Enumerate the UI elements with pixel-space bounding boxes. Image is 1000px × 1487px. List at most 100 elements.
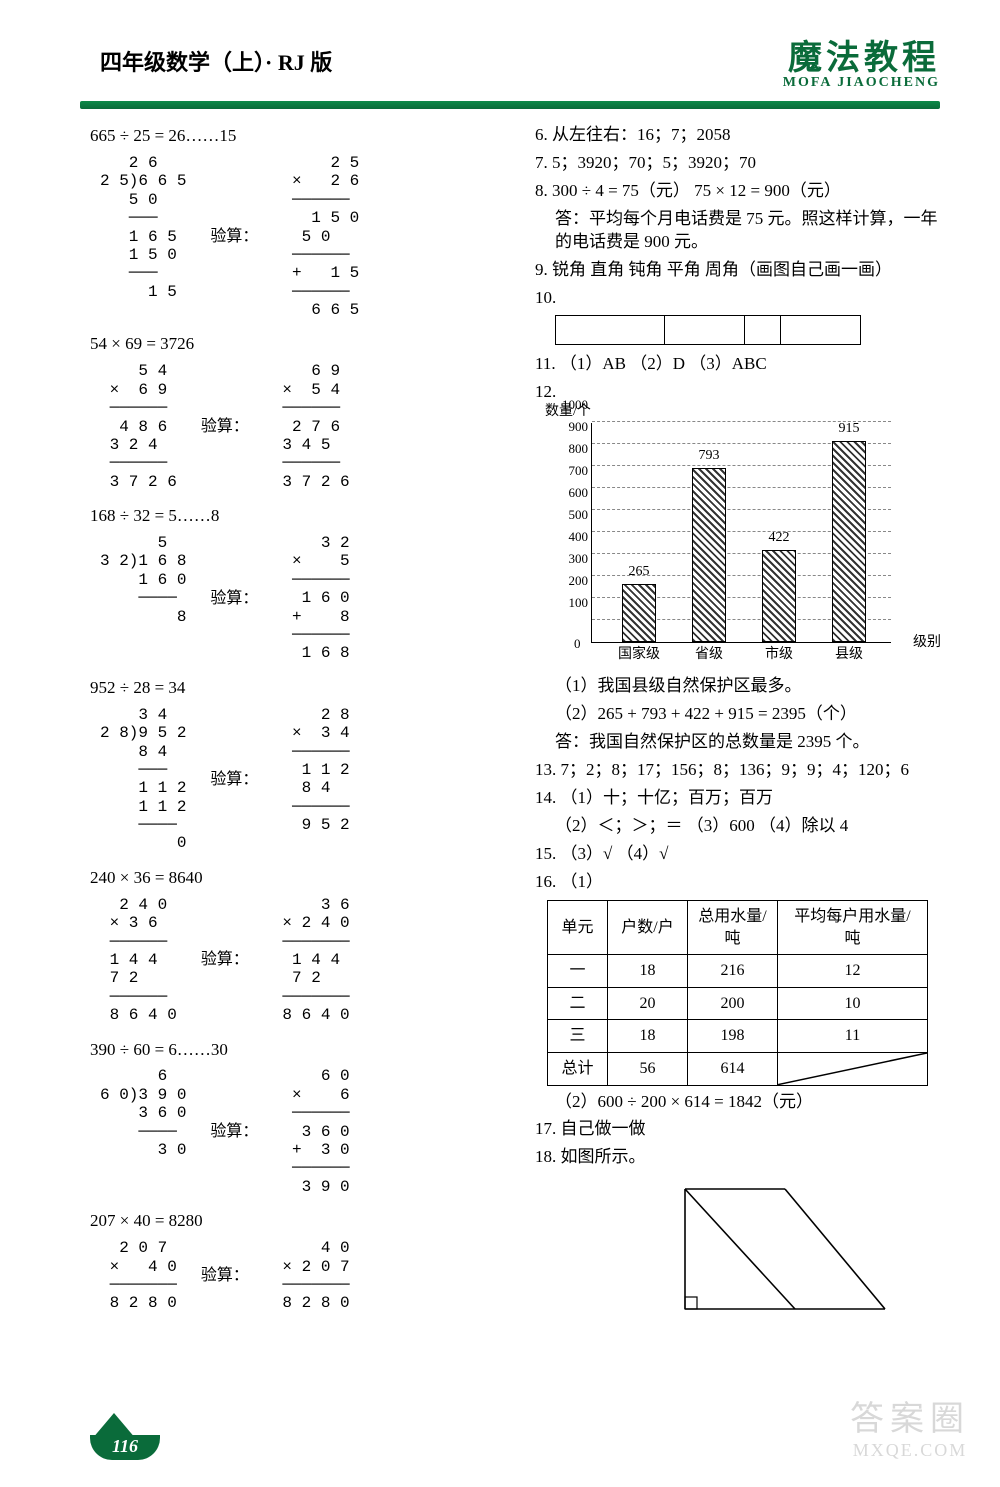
- chart-ytick: 1000: [548, 396, 588, 414]
- table-cell: 二: [548, 987, 608, 1020]
- longdiv-3: 5 3 2)1 6 8 1 6 0 ──── 8: [100, 534, 186, 626]
- right-column: 6. 从左往右：16；7；2058 7. 5；3920；70；5；3920；70…: [525, 119, 950, 1327]
- page-number: 116: [90, 1435, 160, 1460]
- q16-table: 单元户数/户总用水量/吨平均每户用水量/吨一1821612二2020010三18…: [547, 900, 928, 1086]
- mult-7: 2 0 7 × 4 0 ─────── 8 2 8 0: [100, 1239, 177, 1313]
- table-header: 平均每户用水量/吨: [778, 900, 928, 954]
- grade-title: 四年级数学（上）· RJ 版: [100, 45, 332, 77]
- eq-4: 952 ÷ 28 = 34: [90, 677, 505, 700]
- q14a: 14. （1）十；十亿；百万；百万: [535, 787, 950, 810]
- work-4: 3 4 2 8)9 5 2 8 4 ─── 1 1 2 1 1 2 ──── 0…: [100, 706, 505, 853]
- check-7: 4 0 × 2 0 7 ─────── 8 2 8 0: [273, 1239, 350, 1313]
- q18: 18. 如图所示。: [535, 1146, 950, 1169]
- check-1: 2 5 × 2 6 ────── 1 5 0 5 0 ────── + 1 5 …: [282, 154, 359, 320]
- table-cell: 216: [688, 955, 778, 988]
- work-3: 5 3 2)1 6 8 1 6 0 ──── 8 验算： 3 2 × 5 ───…: [100, 534, 505, 663]
- chart-xlabel: 级别: [913, 634, 941, 653]
- table-row: 总计56614: [548, 1052, 928, 1085]
- check-label-6: 验算：: [204, 1121, 264, 1143]
- divider-bar: [80, 101, 940, 109]
- chart-xcat: 县级: [824, 646, 874, 665]
- check-6: 6 0 × 6 ────── 3 6 0 + 3 0 ────── 3 9 0: [282, 1067, 349, 1196]
- q11: 11. （1）AB （2）D （3）ABC: [535, 353, 950, 376]
- chart-xcat: 市级: [754, 646, 804, 665]
- table-cell: 18: [608, 1020, 688, 1053]
- q6: 6. 从左往右：16；7；2058: [535, 124, 950, 147]
- table-cell: 11: [778, 1020, 928, 1053]
- check-label-4: 验算：: [204, 769, 264, 791]
- page-badge: 116: [90, 1413, 160, 1457]
- chart-plot: 0 级别 1002003004005006007008009001000265国…: [591, 423, 891, 643]
- longdiv-4: 3 4 2 8)9 5 2 8 4 ─── 1 1 2 1 1 2 ──── 0: [100, 706, 186, 853]
- check-label-5: 验算：: [195, 949, 255, 971]
- work-6: 6 6 0)3 9 0 3 6 0 ──── 3 0 验算： 6 0 × 6 ─…: [100, 1067, 505, 1196]
- check-label-1: 验算：: [204, 226, 264, 248]
- table-cell: [778, 1052, 928, 1085]
- chart-bar: [622, 584, 656, 642]
- table-cell: 一: [548, 955, 608, 988]
- chart-ytick: 400: [548, 528, 588, 546]
- chart-ytick: 500: [548, 506, 588, 524]
- check-5: 3 6 × 2 4 0 ─────── 1 4 4 7 2 ─────── 8 …: [273, 896, 350, 1025]
- check-label-2: 验算：: [195, 416, 255, 438]
- chart-xcat: 省级: [684, 646, 734, 665]
- q8-line1: 8. 300 ÷ 4 = 75（元） 75 × 12 = 900（元）: [535, 180, 950, 203]
- check-label-7: 验算：: [195, 1265, 255, 1287]
- eq-6: 390 ÷ 60 = 6……30: [90, 1039, 505, 1062]
- table-cell: 20: [608, 987, 688, 1020]
- watermark-url: MXQE.COM: [850, 1440, 970, 1461]
- q12-label: 12.: [535, 381, 950, 404]
- check-3: 3 2 × 5 ────── 1 6 0 + 8 ────── 1 6 8: [282, 534, 349, 663]
- table-row: 二2020010: [548, 987, 928, 1020]
- chart-ytick: 700: [548, 462, 588, 480]
- eq-1: 665 ÷ 25 = 26……15: [90, 125, 505, 148]
- q12-chart: 数量/个 0 级别 100200300400500600700800900100…: [545, 409, 915, 669]
- chart-bar: [692, 468, 726, 642]
- mult-2: 5 4 × 6 9 ────── 4 8 6 3 2 4 ────── 3 7 …: [100, 362, 177, 491]
- longdiv-6: 6 6 0)3 9 0 3 6 0 ──── 3 0: [100, 1067, 186, 1159]
- table-cell: 614: [688, 1052, 778, 1085]
- q8-answer: 答：平均每个月电话费是 75 元。照这样计算，一年的电话费是 900 元。: [535, 208, 950, 254]
- table-cell: 12: [778, 955, 928, 988]
- chart-ytick: 600: [548, 484, 588, 502]
- q10-label: 10.: [535, 287, 950, 310]
- work-2: 5 4 × 6 9 ────── 4 8 6 3 2 4 ────── 3 7 …: [100, 362, 505, 491]
- eq-5: 240 × 36 = 8640: [90, 867, 505, 890]
- left-column: 665 ÷ 25 = 26……15 2 6 2 5)6 6 5 5 0 ─── …: [90, 119, 515, 1327]
- chart-zero: 0: [574, 635, 581, 653]
- q10-rect-3: [745, 315, 781, 345]
- q12-ans: 答：我国自然保护区的总数量是 2395 个。: [535, 731, 950, 754]
- q18-svg: [675, 1179, 895, 1319]
- eq-2: 54 × 69 = 3726: [90, 333, 505, 356]
- table-cell: 总计: [548, 1052, 608, 1085]
- chart-bar-value: 793: [684, 447, 734, 466]
- eq-3: 168 ÷ 32 = 5……8: [90, 505, 505, 528]
- q12-chart-wrap: 数量/个 0 级别 100200300400500600700800900100…: [545, 409, 950, 669]
- q16-2: （2）600 ÷ 200 × 614 = 1842（元）: [535, 1091, 950, 1114]
- chart-ytick: 200: [548, 572, 588, 590]
- watermark-cn: 答案圈: [850, 1391, 970, 1440]
- q10-rect-4: [781, 315, 861, 345]
- brand-cn: 魔法教程: [783, 30, 940, 79]
- longdiv-1: 2 6 2 5)6 6 5 5 0 ─── 1 6 5 1 5 0 ─── 1 …: [100, 154, 186, 301]
- q18-shape: [675, 1179, 950, 1326]
- q12-2: （2）265 + 793 + 422 + 915 = 2395（个）: [535, 703, 950, 726]
- work-7: 2 0 7 × 4 0 ─────── 8 2 8 0 验算： 4 0 × 2 …: [100, 1239, 505, 1313]
- q7: 7. 5；3920；70；5；3920；70: [535, 152, 950, 175]
- work-5: 2 4 0 × 3 6 ────── 1 4 4 7 2 ────── 8 6 …: [100, 896, 505, 1025]
- table-row: 一1821612: [548, 955, 928, 988]
- check-4: 2 8 × 3 4 ────── 1 1 2 8 4 ────── 9 5 2: [282, 706, 349, 835]
- chart-bar-value: 915: [824, 420, 874, 439]
- content-columns: 665 ÷ 25 = 26……15 2 6 2 5)6 6 5 5 0 ─── …: [0, 109, 1000, 1327]
- table-header: 总用水量/吨: [688, 900, 778, 954]
- q10-rects: [555, 315, 950, 345]
- q10-rect-2: [665, 315, 745, 345]
- check-label-3: 验算：: [204, 588, 264, 610]
- table-cell: 三: [548, 1020, 608, 1053]
- q9: 9. 锐角 直角 钝角 平角 周角（画图自己画一画）: [535, 259, 950, 282]
- table-header: 户数/户: [608, 900, 688, 954]
- q17: 17. 自己做一做: [535, 1118, 950, 1141]
- brand-pinyin: MOFA JIAOCHENG: [783, 75, 940, 91]
- chart-ytick: 100: [548, 594, 588, 612]
- chart-ytick: 900: [548, 418, 588, 436]
